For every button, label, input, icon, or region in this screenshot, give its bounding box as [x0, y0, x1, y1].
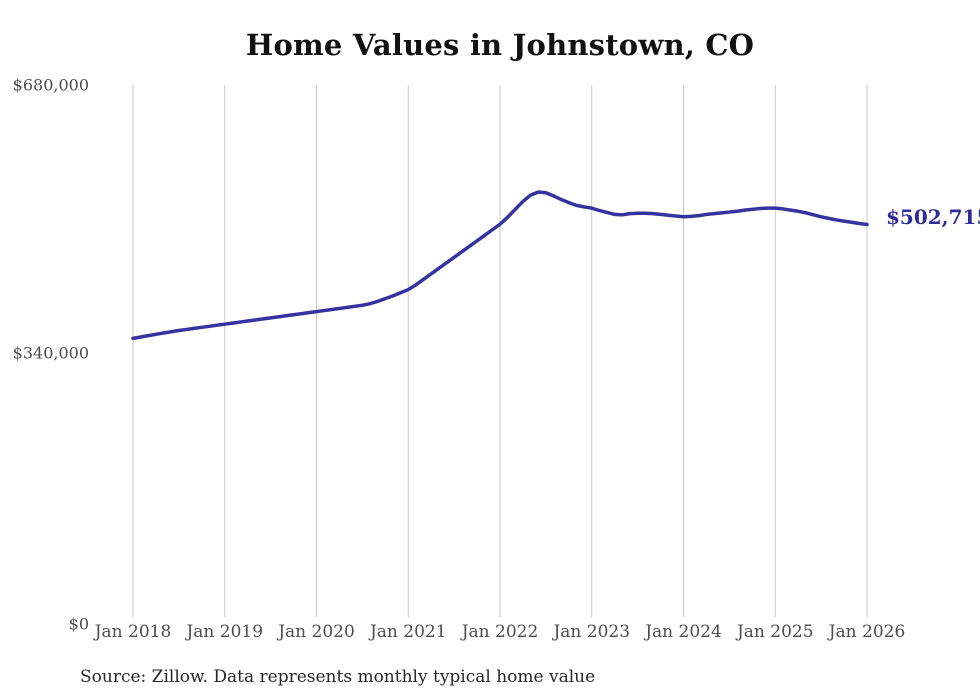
chart-title: Home Values in Johnstown, CO	[245, 28, 755, 62]
home-value-line	[131, 190, 869, 341]
x-axis-tick-label: Jan 2026	[828, 622, 906, 642]
x-axis-tick-label: Jan 2024	[645, 622, 722, 642]
latest-value-label: $502,715	[886, 205, 980, 229]
x-axis-tick-label: Jan 2022	[461, 622, 539, 642]
source-note: Source: Zillow. Data represents monthly …	[80, 667, 596, 687]
y-axis-tick-label: $340,000	[12, 343, 89, 362]
x-axis-tick-label: Jan 2021	[369, 622, 447, 642]
y-axis-tick-label: $680,000	[12, 75, 89, 95]
y-axis-tick-label: $0	[68, 614, 89, 634]
x-axis-tick-label: Jan 2023	[553, 622, 631, 642]
x-axis-tick-label: Jan 2020	[278, 622, 355, 642]
x-axis-tick-label: Jan 2025	[736, 622, 814, 642]
x-axis-tick-label: Jan 2018	[94, 622, 172, 642]
x-axis-tick-label: Jan 2019	[186, 622, 264, 642]
